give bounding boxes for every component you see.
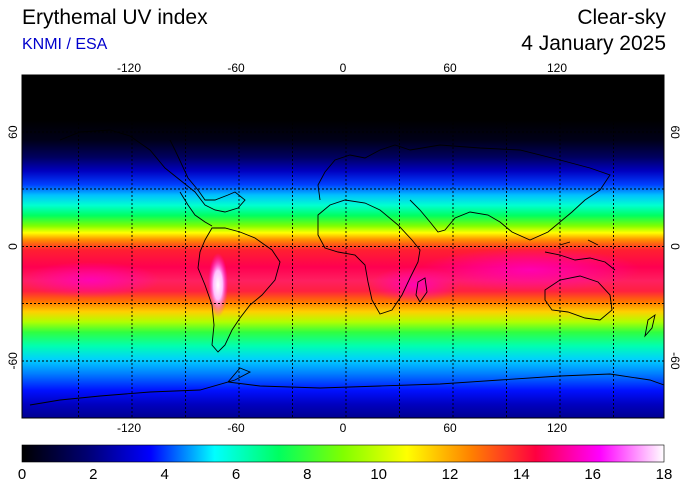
high-uv-region-east-pacific xyxy=(22,262,160,298)
africa-coast xyxy=(317,199,421,315)
lon-tick-label-bottom: 120 xyxy=(547,421,567,435)
colorbar-tick-label: 8 xyxy=(303,466,311,483)
new-zealand-coast xyxy=(644,313,656,338)
map-frame xyxy=(21,74,665,419)
asia-coast xyxy=(409,144,611,241)
colorbar-tick-label: 18 xyxy=(656,466,673,483)
uv-maximum-andes xyxy=(208,253,228,317)
antarctica-coast xyxy=(29,367,664,406)
map-date: 4 January 2025 xyxy=(521,32,666,55)
lat-tick-label-right: 0 xyxy=(668,243,682,250)
latitude-ticks-left: 60 0 -60 xyxy=(6,125,20,369)
colorbar-tick-label: 10 xyxy=(370,466,387,483)
colorbar-tick-label: 0 xyxy=(18,466,26,483)
lon-tick-label-bottom: -120 xyxy=(117,421,141,435)
colorbar-tick-label: 4 xyxy=(160,466,168,483)
lon-tick-label-top: 120 xyxy=(547,61,567,75)
lon-tick-label-top: -60 xyxy=(227,61,245,75)
lat-tick-label-left: 60 xyxy=(6,125,20,139)
europe-coast xyxy=(317,144,411,201)
longitude-ticks-bottom: -120 -60 0 60 120 xyxy=(117,421,567,435)
lat-tick-label-left: 0 xyxy=(6,243,20,250)
lon-tick-label-top: 0 xyxy=(340,61,347,75)
colorbar-labels: 0 2 4 6 8 10 12 14 16 18 xyxy=(18,466,673,483)
lat-tick-label-right: -60 xyxy=(668,352,682,370)
lon-tick-label-top: -120 xyxy=(117,61,141,75)
lat-tick-label-left: -60 xyxy=(6,352,20,370)
map-title: Erythemal UV index xyxy=(22,6,208,29)
colorbar-tick-label: 6 xyxy=(232,466,240,483)
lon-tick-label-bottom: 0 xyxy=(340,421,347,435)
high-uv-region-africa xyxy=(370,267,460,303)
colorbar-tick-label: 16 xyxy=(584,466,601,483)
longitude-ticks-top: -120 -60 0 60 120 xyxy=(117,61,567,75)
latitude-ticks-right: 60 0 -60 xyxy=(668,125,682,369)
sky-mode-label: Clear-sky xyxy=(577,6,666,29)
south-america-coast xyxy=(197,227,281,353)
colorbar-tick-label: 2 xyxy=(89,466,97,483)
colorbar-tick-label: 14 xyxy=(513,466,530,483)
southeast-asia-islands xyxy=(544,239,616,271)
lon-tick-label-bottom: 60 xyxy=(443,421,457,435)
credit-label: KNMI / ESA xyxy=(22,36,108,53)
australia-coast xyxy=(544,275,613,321)
colorbar xyxy=(21,444,665,463)
lon-tick-label-top: 60 xyxy=(443,61,457,75)
madagascar-coast xyxy=(415,277,428,303)
graticule xyxy=(22,75,664,418)
north-america-coast xyxy=(59,129,246,213)
colorbar-tick-label: 12 xyxy=(442,466,459,483)
lat-tick-label-right: 60 xyxy=(668,125,682,139)
lon-tick-label-bottom: -60 xyxy=(227,421,245,435)
